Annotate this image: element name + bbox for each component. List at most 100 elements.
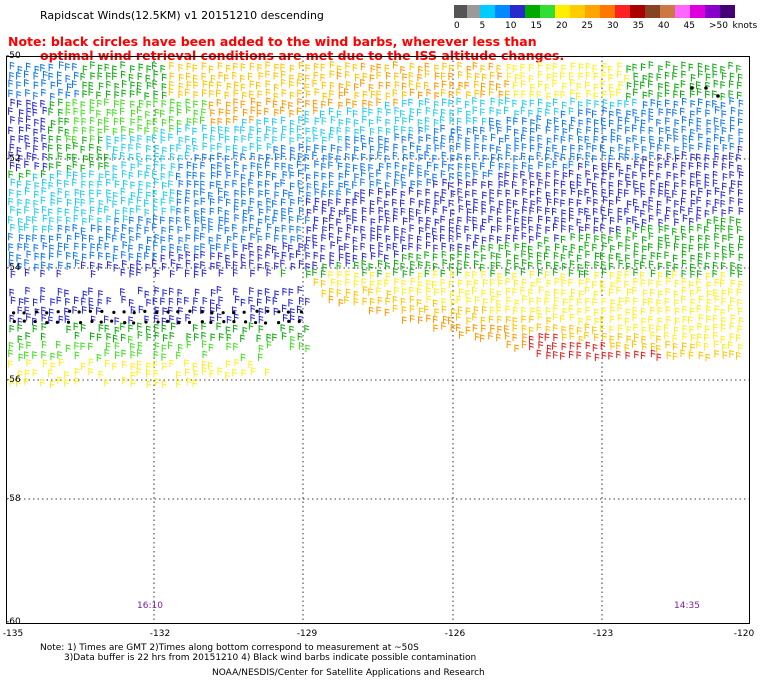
wind-barb bbox=[705, 109, 710, 117]
wind-barb bbox=[352, 254, 358, 263]
wind-barb bbox=[58, 358, 64, 366]
wind-barb bbox=[192, 171, 198, 180]
wind-barb bbox=[593, 198, 598, 207]
wind-barb bbox=[265, 261, 270, 270]
wind-barb bbox=[201, 360, 207, 369]
wind-barb bbox=[89, 143, 94, 152]
wind-barb bbox=[218, 195, 223, 204]
wind-barb bbox=[16, 81, 21, 89]
wind-barb bbox=[714, 105, 720, 114]
wind-barb bbox=[248, 72, 253, 81]
wind-barb bbox=[169, 251, 174, 259]
wind-barb bbox=[368, 288, 373, 296]
wind-barb bbox=[346, 188, 351, 196]
wind-barb bbox=[665, 117, 670, 125]
wind-barb bbox=[264, 107, 269, 116]
legend-color-bar bbox=[454, 5, 760, 18]
wind-barb bbox=[121, 250, 126, 259]
wind-barb bbox=[322, 216, 328, 225]
wind-barb bbox=[90, 116, 95, 125]
wind-barb bbox=[185, 98, 191, 107]
wind-barb bbox=[66, 153, 72, 161]
wind-barb bbox=[298, 206, 304, 215]
wind-barb bbox=[537, 80, 543, 88]
wind-barb bbox=[361, 259, 367, 268]
wind-barb bbox=[722, 343, 727, 352]
wind-barb bbox=[313, 216, 319, 224]
wind-barb bbox=[402, 117, 407, 125]
wind-barb bbox=[234, 160, 239, 169]
wind-barb bbox=[249, 250, 255, 259]
wind-barb bbox=[49, 173, 55, 182]
wind-barb bbox=[689, 180, 695, 189]
wind-barb bbox=[432, 207, 438, 216]
wind-barb bbox=[560, 90, 566, 99]
wind-barb bbox=[81, 208, 86, 217]
wind-barb bbox=[240, 298, 246, 307]
wind-barb bbox=[658, 108, 664, 116]
wind-barb bbox=[722, 182, 727, 191]
wind-barb bbox=[130, 379, 136, 387]
wind-barb bbox=[258, 190, 263, 198]
wind-barb bbox=[234, 295, 240, 304]
wind-barb bbox=[385, 92, 391, 101]
wind-barb bbox=[610, 90, 615, 99]
wind-barb bbox=[457, 171, 463, 180]
wind-barb bbox=[234, 125, 240, 134]
wind-barb bbox=[280, 106, 285, 115]
wind-barb bbox=[146, 164, 151, 173]
wind-barb bbox=[514, 217, 519, 226]
wind-barb bbox=[441, 322, 446, 330]
wind-barb bbox=[720, 271, 726, 280]
wind-barb bbox=[392, 151, 398, 160]
wind-barb bbox=[504, 80, 510, 88]
wind-barb bbox=[152, 61, 157, 70]
wind-barb bbox=[40, 63, 45, 72]
wind-barb bbox=[114, 209, 120, 217]
wind-barb bbox=[146, 380, 152, 389]
wind-barb bbox=[562, 333, 567, 342]
wind-barb bbox=[232, 144, 238, 152]
wind-barb bbox=[730, 106, 736, 115]
wind-barb bbox=[593, 207, 598, 216]
wind-barb bbox=[81, 172, 87, 180]
wind-barb bbox=[250, 161, 256, 170]
wind-barb bbox=[128, 252, 134, 261]
wind-barb bbox=[217, 313, 222, 321]
wind-barb bbox=[97, 217, 102, 225]
wind-barb bbox=[738, 170, 744, 179]
wind-barb bbox=[281, 214, 286, 222]
wind-barb bbox=[705, 144, 711, 153]
wind-barb bbox=[346, 107, 352, 115]
wind-barb bbox=[458, 331, 464, 339]
wind-barb bbox=[609, 216, 615, 225]
wind-barb bbox=[633, 333, 639, 341]
contamination-marker bbox=[232, 311, 236, 315]
legend-swatch bbox=[720, 5, 735, 18]
wind-barb bbox=[297, 285, 303, 294]
wind-barb bbox=[402, 164, 407, 173]
wind-barb bbox=[674, 146, 680, 154]
wind-barb bbox=[137, 170, 143, 178]
contamination-marker bbox=[221, 311, 225, 315]
wind-barb bbox=[466, 180, 471, 189]
wind-barb bbox=[288, 288, 294, 296]
wind-barb bbox=[570, 144, 575, 152]
wind-barb bbox=[472, 312, 477, 321]
wind-barb bbox=[664, 180, 670, 189]
wind-barb bbox=[80, 72, 86, 81]
wind-barb bbox=[713, 160, 718, 169]
wind-barb bbox=[410, 260, 415, 269]
contamination-marker bbox=[255, 309, 259, 313]
wind-barb bbox=[512, 180, 517, 189]
wind-barb bbox=[345, 252, 351, 260]
wind-barb bbox=[73, 214, 79, 223]
wind-barb bbox=[498, 279, 503, 287]
wind-barb bbox=[122, 169, 127, 178]
legend-swatch bbox=[570, 5, 585, 18]
wind-barb bbox=[640, 136, 646, 144]
wind-barb bbox=[434, 191, 440, 200]
wind-barb bbox=[385, 262, 390, 270]
wind-barb bbox=[298, 243, 304, 251]
wind-barb bbox=[305, 197, 311, 206]
